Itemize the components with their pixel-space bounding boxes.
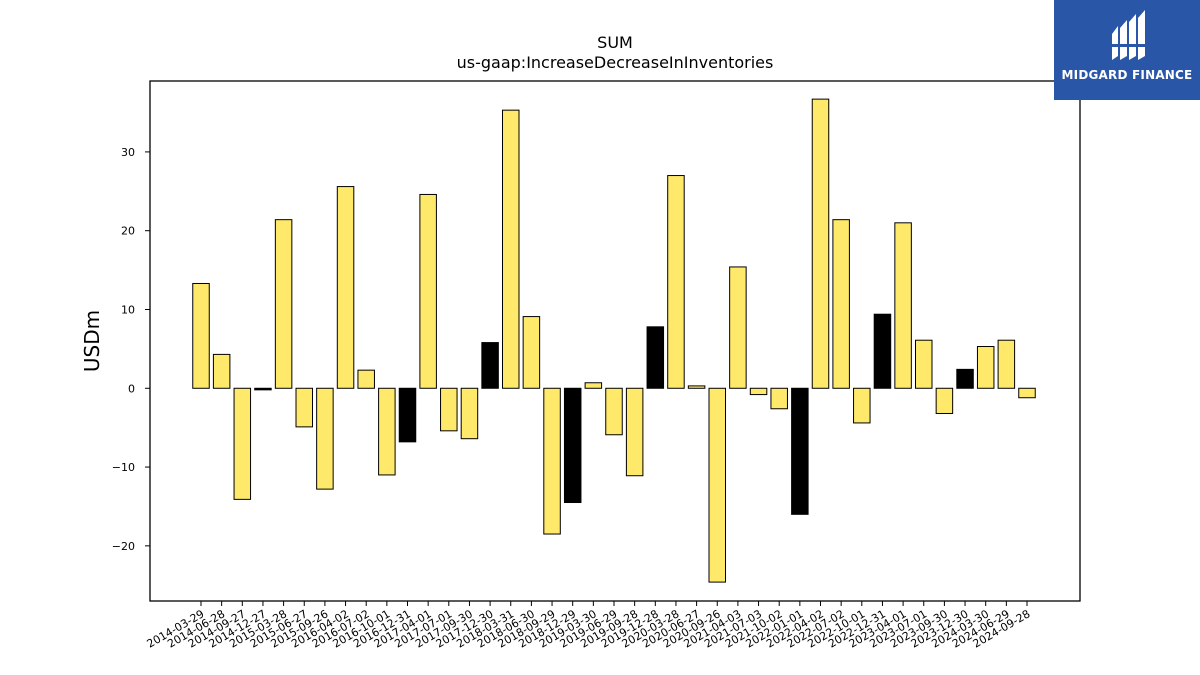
bar-2019-12-28: [646, 326, 665, 389]
chart-subtitle: us-gaap:IncreaseDecreaseInInventories: [457, 53, 774, 72]
bar-2018-03-31: [502, 109, 520, 389]
bar-2020-09-26: [708, 387, 726, 583]
y-tick-label: 30: [121, 146, 135, 159]
bar-2023-09-30: [935, 387, 954, 414]
bar-2022-12-31: [873, 313, 892, 389]
bar-2017-12-30: [481, 342, 499, 389]
bar-2021-04-03: [729, 266, 747, 389]
bar-2016-10-01: [378, 387, 396, 476]
y-tick-label: −10: [112, 461, 135, 474]
bar-2019-09-28: [625, 387, 644, 477]
bar-2022-01-01: [791, 387, 809, 515]
midgard-m-logo-icon: [1110, 10, 1148, 60]
bars-group: [192, 98, 1036, 583]
bar-2023-04-01: [894, 222, 912, 389]
y-axis-label: USDm: [80, 310, 104, 372]
bar-2015-03-28: [274, 219, 293, 389]
bar-2014-12-27: [254, 387, 272, 391]
y-tick-label: 10: [121, 303, 135, 316]
bar-2019-03-30: [584, 382, 603, 389]
bar-2016-12-31: [398, 387, 417, 443]
x-axis: 2014-03-292014-06-282014-09-272014-12-27…: [145, 601, 1033, 651]
bar-2022-04-02: [811, 98, 830, 389]
bar-2020-06-27: [687, 385, 706, 389]
bar-2014-03-29: [192, 282, 210, 389]
bar-2021-07-03: [749, 387, 768, 396]
y-tick-label: 0: [128, 382, 135, 395]
bar-2014-06-28: [212, 353, 231, 389]
bar-2024-03-30: [976, 346, 995, 389]
bar-2023-07-01: [915, 339, 933, 389]
bar-2018-09-29: [543, 387, 561, 535]
bar-2017-07-01: [440, 387, 458, 432]
bar-2024-06-29: [997, 339, 1016, 389]
bar-2022-07-02: [832, 219, 850, 389]
bar-2014-09-27: [233, 387, 252, 500]
bar-2022-10-01: [853, 387, 871, 424]
chart-title: SUM: [597, 33, 633, 52]
bar-2017-04-01: [419, 193, 437, 389]
bar-2021-10-02: [770, 387, 788, 410]
bar-2019-06-29: [605, 387, 623, 436]
brand-logo: MIDGARD FINANCE: [1054, 0, 1200, 100]
brand-name: MIDGARD FINANCE: [1061, 68, 1193, 82]
bar-2020-03-28: [667, 175, 685, 389]
bar-2015-06-27: [295, 387, 313, 428]
y-tick-label: −20: [112, 540, 135, 553]
bar-2018-06-30: [522, 316, 541, 389]
bar-2016-07-02: [357, 369, 375, 389]
bar-2017-09-30: [460, 387, 479, 440]
bar-2024-09-28: [1018, 387, 1036, 399]
plot-frame: [149, 80, 1081, 602]
y-axis: −20 −10 0 10 20 30: [112, 146, 150, 553]
bar-2023-12-30: [956, 368, 974, 389]
bar-2018-12-29: [563, 387, 582, 504]
y-tick-label: 20: [121, 225, 135, 238]
bar-2015-09-26: [316, 387, 334, 490]
bar-2016-04-02: [336, 186, 355, 389]
